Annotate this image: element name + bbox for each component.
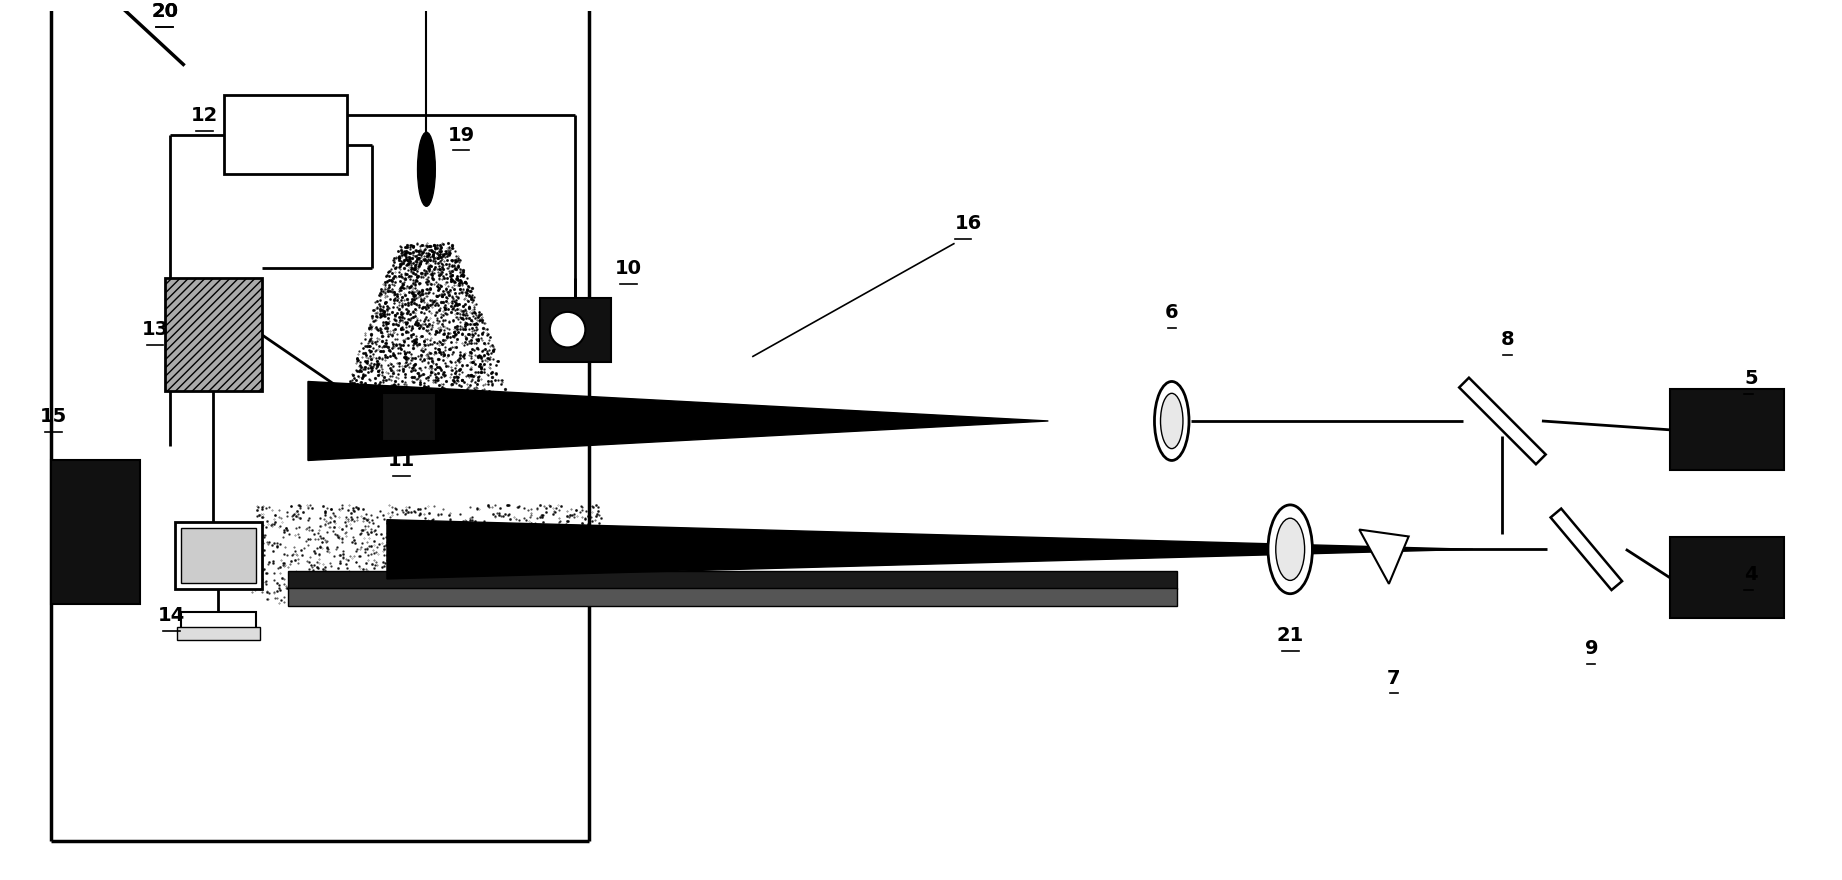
Bar bbox=[177, 627, 260, 640]
Bar bbox=[1671, 389, 1783, 470]
Ellipse shape bbox=[1277, 518, 1304, 581]
Text: 15: 15 bbox=[41, 407, 66, 426]
Bar bbox=[164, 278, 262, 392]
Text: 19: 19 bbox=[448, 126, 475, 144]
Text: 20: 20 bbox=[151, 2, 179, 21]
Ellipse shape bbox=[1267, 505, 1312, 594]
Text: 6: 6 bbox=[1164, 304, 1179, 322]
Text: 16: 16 bbox=[954, 215, 982, 233]
Text: 13: 13 bbox=[142, 320, 168, 339]
Bar bbox=[287, 571, 1177, 589]
Bar bbox=[181, 528, 256, 583]
Text: 10: 10 bbox=[615, 259, 643, 278]
Ellipse shape bbox=[1155, 382, 1190, 460]
Bar bbox=[381, 393, 437, 441]
Polygon shape bbox=[387, 520, 1474, 579]
Ellipse shape bbox=[549, 312, 586, 348]
Bar bbox=[1671, 538, 1783, 619]
Text: 4: 4 bbox=[1744, 565, 1757, 583]
Polygon shape bbox=[1459, 378, 1545, 465]
Bar bbox=[181, 612, 256, 630]
Text: 11: 11 bbox=[389, 451, 416, 470]
Polygon shape bbox=[1551, 509, 1623, 590]
Text: 5: 5 bbox=[1744, 370, 1757, 388]
Ellipse shape bbox=[418, 132, 435, 206]
Text: 21: 21 bbox=[1277, 626, 1304, 645]
Bar bbox=[52, 460, 140, 604]
Text: 9: 9 bbox=[1584, 639, 1599, 658]
Bar bbox=[540, 297, 612, 362]
Ellipse shape bbox=[1160, 393, 1183, 449]
Bar bbox=[287, 588, 1177, 605]
Bar bbox=[175, 522, 262, 589]
Bar bbox=[225, 95, 348, 174]
Polygon shape bbox=[1359, 530, 1409, 583]
Text: 8: 8 bbox=[1501, 330, 1514, 348]
Text: 7: 7 bbox=[1387, 669, 1400, 687]
Polygon shape bbox=[308, 382, 1048, 460]
Text: 12: 12 bbox=[192, 106, 217, 125]
Text: 14: 14 bbox=[158, 606, 186, 626]
Text: 20: 20 bbox=[151, 2, 179, 21]
